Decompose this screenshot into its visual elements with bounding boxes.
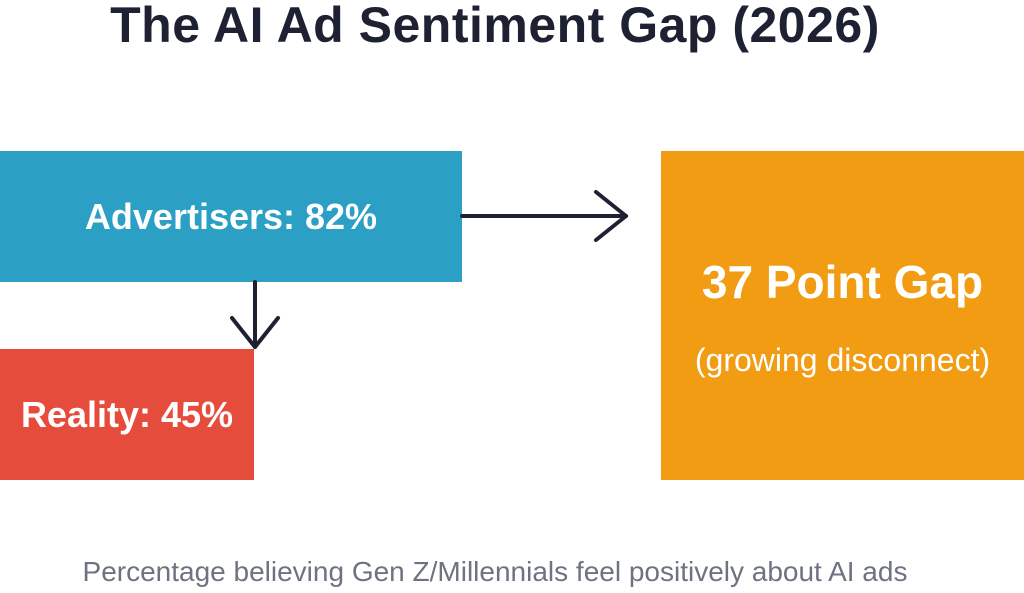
diagram-title: The AI Ad Sentiment Gap (2026) (110, 0, 880, 53)
advertisers-label: Advertisers: 82% (84, 195, 378, 237)
reality-box: Reality: 45% (0, 349, 254, 480)
reality-label: Reality: 45% (20, 393, 234, 435)
arrow-right-icon (460, 190, 628, 242)
gap-main-label: 37 Point Gap (701, 256, 984, 308)
diagram-caption: Percentage believing Gen Z/Millennials f… (82, 556, 908, 587)
gap-sub-label: (growing disconnect) (694, 342, 991, 378)
gap-box: 37 Point Gap (growing disconnect) (661, 151, 1024, 480)
advertisers-box: Advertisers: 82% (0, 151, 462, 282)
arrow-down-icon (230, 280, 280, 349)
